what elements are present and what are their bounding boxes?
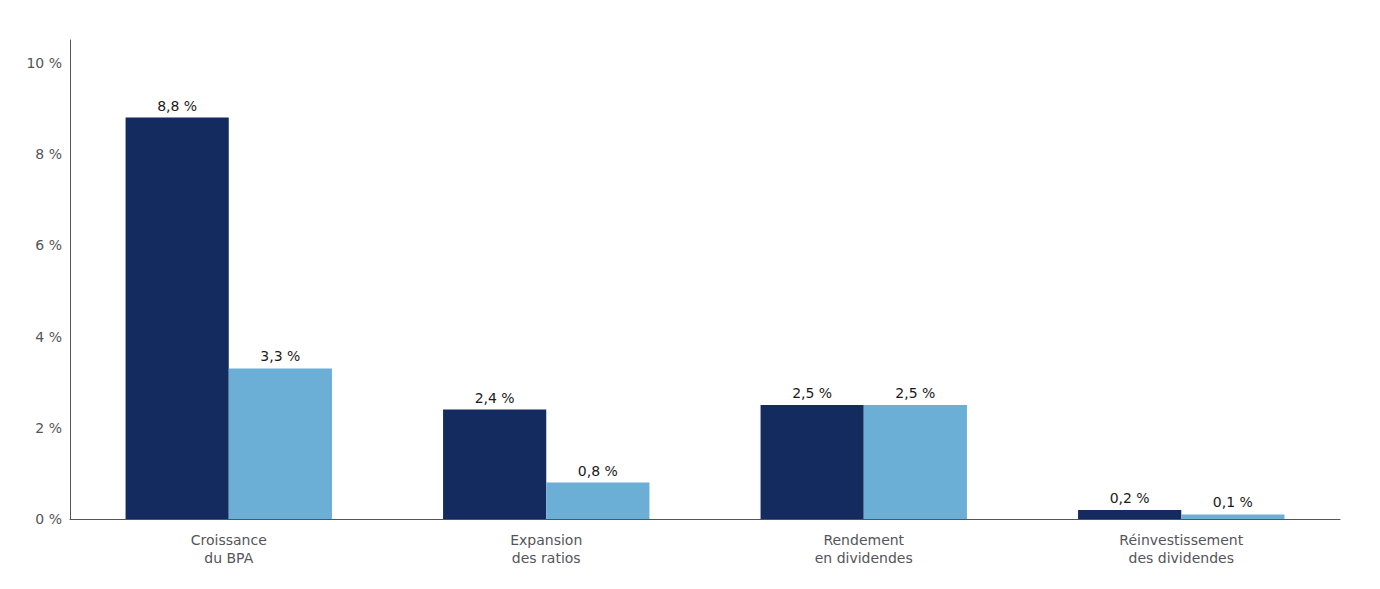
svg-text:des dividendes: des dividendes xyxy=(1129,550,1234,566)
svg-text:des ratios: des ratios xyxy=(512,550,581,566)
svg-text:8,8 %: 8,8 % xyxy=(157,98,197,114)
svg-text:en dividendes: en dividendes xyxy=(815,550,913,566)
svg-text:0,8 %: 0,8 % xyxy=(578,463,618,479)
svg-text:0,1 %: 0,1 % xyxy=(1213,494,1253,510)
svg-text:2,4 %: 2,4 % xyxy=(475,390,515,406)
svg-text:0 %: 0 % xyxy=(35,511,62,527)
svg-text:4 %: 4 % xyxy=(35,329,62,345)
svg-text:2,5 %: 2,5 % xyxy=(792,385,832,401)
svg-text:du BPA: du BPA xyxy=(204,550,253,566)
svg-text:2,5 %: 2,5 % xyxy=(895,385,935,401)
svg-text:8 %: 8 % xyxy=(35,146,62,162)
svg-text:2 %: 2 % xyxy=(35,420,62,436)
svg-text:Rendement: Rendement xyxy=(823,532,904,548)
svg-text:Croissance: Croissance xyxy=(191,532,267,548)
svg-text:3,3 %: 3,3 % xyxy=(260,348,300,364)
svg-text:Réinvestissement: Réinvestissement xyxy=(1119,532,1243,548)
svg-text:Expansion: Expansion xyxy=(510,532,582,548)
svg-text:10 %: 10 % xyxy=(26,55,62,71)
svg-text:0,2 %: 0,2 % xyxy=(1110,490,1150,506)
svg-text:6 %: 6 % xyxy=(35,237,62,253)
